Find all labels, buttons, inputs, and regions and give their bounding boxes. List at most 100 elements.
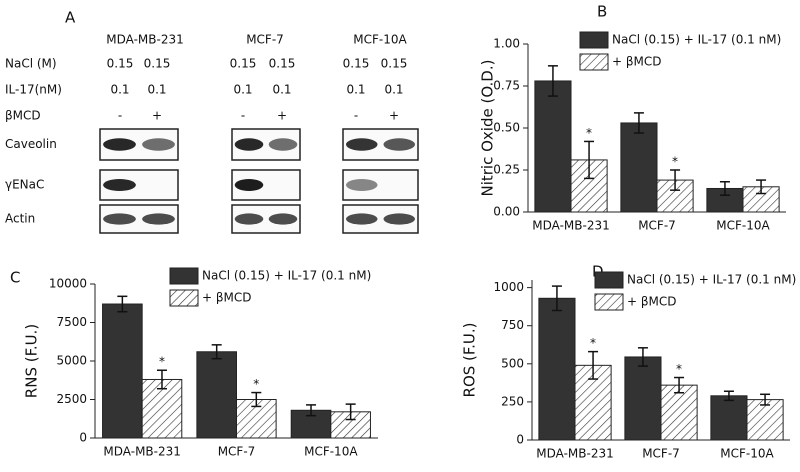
blot-band <box>103 213 136 225</box>
blot-band <box>234 179 264 191</box>
row-value: - <box>241 109 245 123</box>
legend-swatch <box>594 271 624 289</box>
x-tick-label: MCF-10A <box>720 447 774 461</box>
y-tick-label: 250 <box>501 394 524 408</box>
bar <box>746 399 784 441</box>
error-bar <box>251 391 262 408</box>
row-value: 0.15 <box>230 57 257 71</box>
legend-label: NaCl (0.15) + IL-17 (0.1 nM) <box>627 273 796 287</box>
row-value: + <box>277 109 287 123</box>
blot-band <box>383 213 415 225</box>
row-value: - <box>118 109 122 123</box>
panel-label: B <box>597 3 607 21</box>
y-tick-label: 2500 <box>56 392 87 406</box>
error-bar <box>756 179 767 195</box>
y-tick-label: 500 <box>501 356 524 370</box>
legend-label: NaCl (0.15) + IL-17 (0.1 nM) <box>202 269 371 283</box>
error-bar <box>156 369 167 390</box>
row-value: 0.15 <box>381 57 408 71</box>
legend-label: + βMCD <box>202 291 252 305</box>
error-bar <box>760 393 771 406</box>
bar <box>710 395 748 441</box>
blot-band <box>103 138 136 151</box>
y-axis-label: ROS (F.U.) <box>461 323 479 398</box>
significance-marker: * <box>159 355 165 369</box>
row-value: + <box>152 109 162 123</box>
bar <box>534 80 572 213</box>
y-tick-label: 0.00 <box>493 205 520 219</box>
row-value: 0.1 <box>384 83 403 97</box>
y-tick-label: 5000 <box>56 354 87 368</box>
cell-line-label: MDA-MB-231 <box>106 33 183 47</box>
row-value: + <box>389 109 399 123</box>
y-tick-label: 1.00 <box>493 37 520 51</box>
error-bar <box>584 140 595 180</box>
blot-band <box>383 138 415 151</box>
band-label: Caveolin <box>5 137 57 151</box>
blot-band <box>142 138 175 151</box>
y-tick-label: 1000 <box>493 280 524 294</box>
y-tick-label: 0.25 <box>493 163 520 177</box>
x-tick-label: MCF-7 <box>638 219 676 233</box>
row-label: βMCD <box>5 109 41 123</box>
y-tick-label: 0.50 <box>493 121 520 135</box>
row-value: 0.1 <box>272 83 291 97</box>
blot-band <box>268 213 298 225</box>
band-label: γENaC <box>5 178 44 192</box>
row-value: - <box>354 109 358 123</box>
x-tick-label: MDA-MB-231 <box>536 447 613 461</box>
x-tick-label: MDA-MB-231 <box>532 219 609 233</box>
y-tick-label: 7500 <box>56 315 87 329</box>
legend-label: + βMCD <box>627 295 677 309</box>
error-bar <box>670 169 681 191</box>
legend-label: NaCl (0.15) + IL-17 (0.1 nM) <box>612 33 781 47</box>
error-bar <box>723 390 734 402</box>
bar <box>538 297 576 441</box>
error-bar <box>117 295 128 313</box>
panel-label: A <box>65 9 76 27</box>
blot-box <box>342 169 419 201</box>
blot-band <box>268 138 298 151</box>
bar <box>196 351 238 439</box>
legend-label: + βMCD <box>612 55 662 69</box>
y-tick-label: 0 <box>79 431 87 445</box>
blot-band <box>346 213 378 225</box>
error-bar <box>551 285 562 312</box>
x-tick-label: MDA-MB-231 <box>103 445 180 459</box>
blot-band <box>346 179 378 191</box>
error-bar <box>547 65 558 97</box>
error-bar <box>674 376 685 394</box>
cell-line-label: MCF-10A <box>353 33 407 47</box>
legend-swatch <box>594 293 624 311</box>
error-bar <box>633 112 644 134</box>
row-label: IL-17(nM) <box>5 83 62 97</box>
significance-marker: * <box>586 126 592 140</box>
error-bar <box>637 347 648 367</box>
error-bar <box>588 350 599 380</box>
row-value: 0.1 <box>147 83 166 97</box>
y-tick-label: 0 <box>516 433 524 447</box>
y-tick-label: 750 <box>501 318 524 332</box>
y-axis-label: RNS (F.U.) <box>23 324 41 398</box>
x-tick-label: MCF-10A <box>716 219 770 233</box>
row-value: 0.15 <box>144 57 171 71</box>
x-tick-label: MCF-7 <box>218 445 256 459</box>
significance-marker: * <box>590 336 596 350</box>
y-tick-label: 10000 <box>49 277 87 291</box>
bar <box>620 122 658 213</box>
significance-marker: * <box>676 362 682 376</box>
blot-band <box>142 213 175 225</box>
blot-band <box>103 179 136 191</box>
row-value: 0.15 <box>107 57 134 71</box>
legend-swatch <box>579 31 609 49</box>
row-value: 0.1 <box>110 83 129 97</box>
row-label: NaCl (M) <box>5 57 57 71</box>
row-value: 0.15 <box>343 57 370 71</box>
panel-label: C <box>10 269 20 287</box>
x-tick-label: MCF-7 <box>642 447 680 461</box>
blot-band <box>346 138 378 151</box>
significance-marker: * <box>253 377 259 391</box>
y-tick-label: 0.75 <box>493 79 520 93</box>
